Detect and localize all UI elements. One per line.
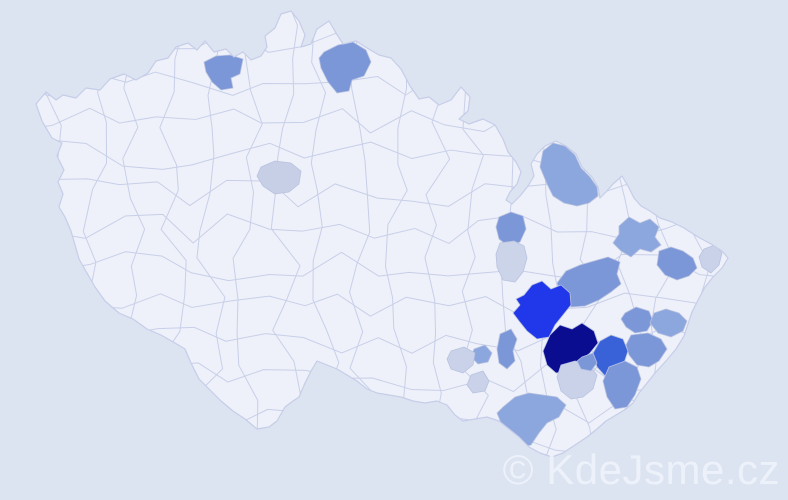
district-region-6	[256, 160, 302, 195]
district-region-16	[625, 332, 668, 368]
district-region-21	[446, 346, 476, 374]
district-region-3	[539, 142, 599, 207]
district-region-14	[620, 306, 654, 334]
district-region-8	[656, 246, 698, 281]
country-border	[35, 10, 729, 458]
district-region-24	[576, 352, 598, 372]
district-region-4	[495, 211, 527, 247]
district-region-7	[612, 216, 662, 258]
district-region-1	[203, 54, 244, 91]
district-region-15	[649, 308, 688, 338]
district-region-19	[496, 328, 518, 370]
district-region-17	[602, 360, 642, 410]
mesh-line-h	[36, 292, 728, 317]
district-region-11	[512, 280, 572, 340]
mesh-line-h	[36, 251, 728, 282]
district-region-22	[466, 370, 490, 394]
district-region-12	[542, 322, 599, 374]
district-region-5	[495, 240, 528, 283]
